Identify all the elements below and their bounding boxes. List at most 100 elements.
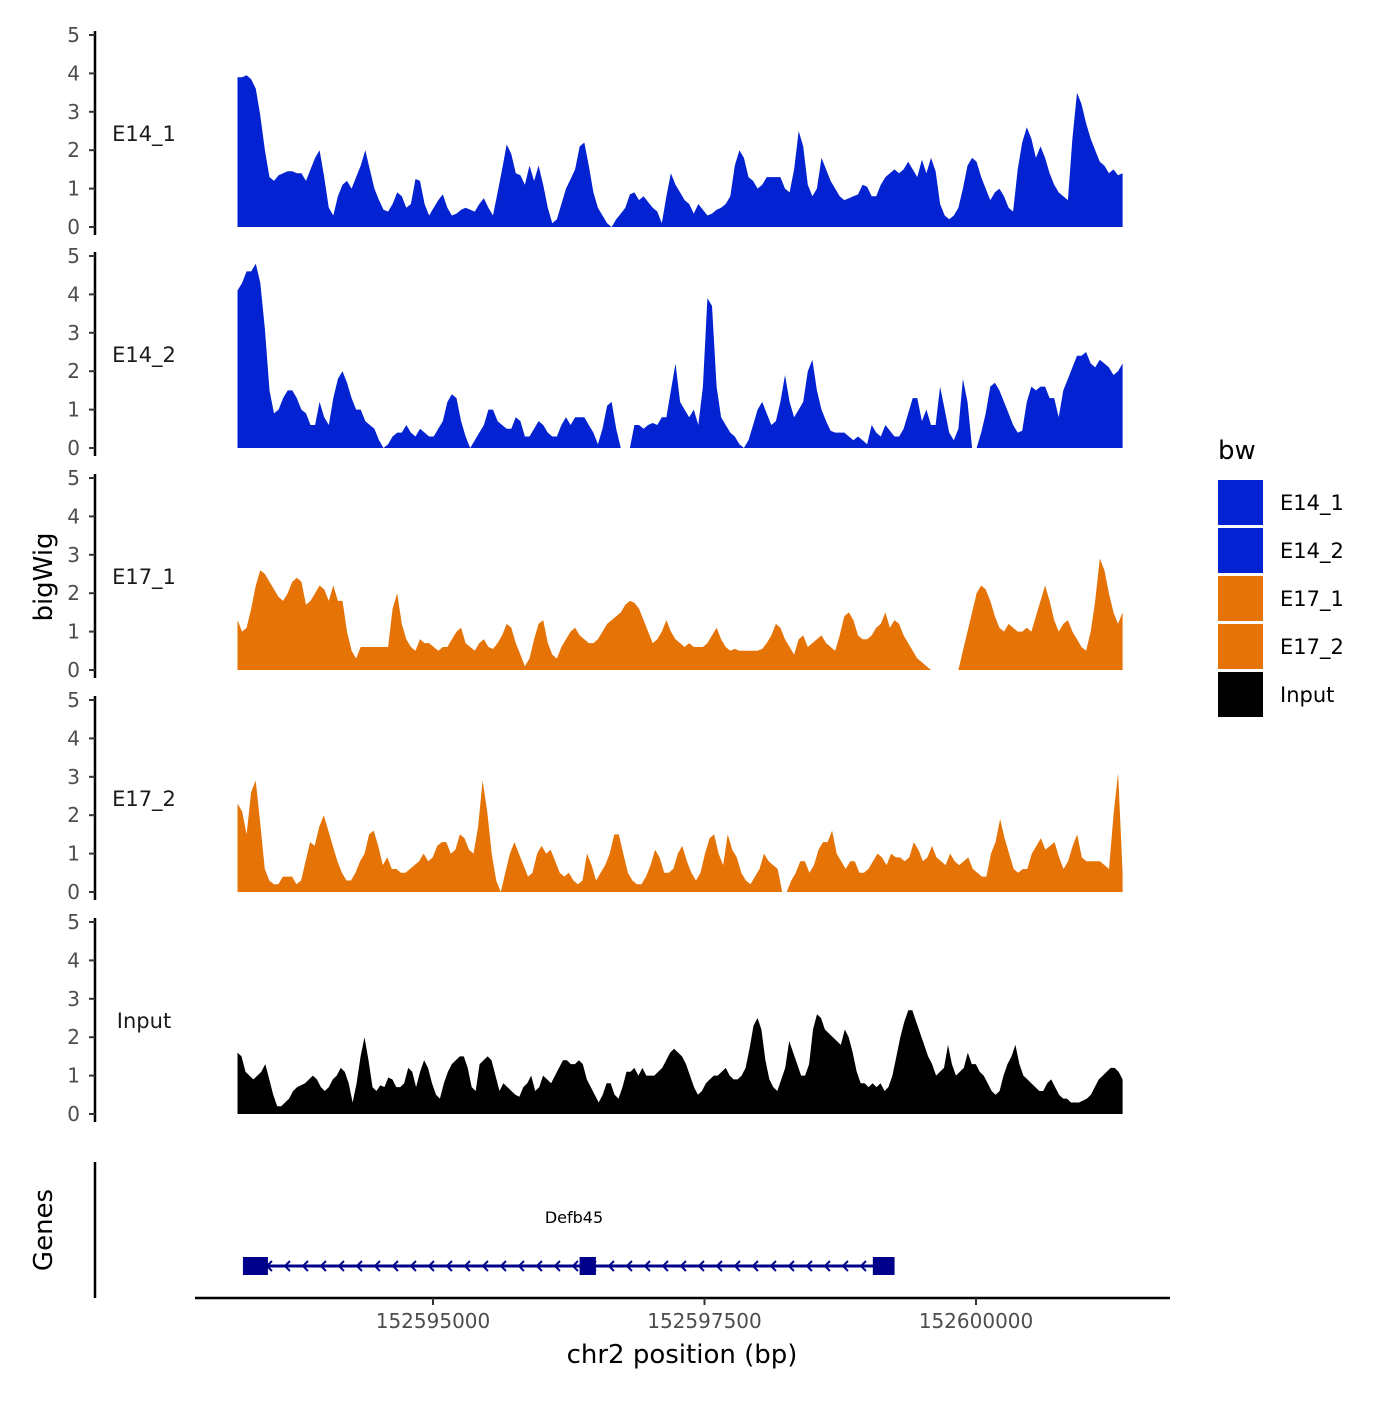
strand-arrow: [697, 1260, 705, 1272]
y-tick-label: 4: [67, 948, 80, 972]
strand-arrow: [823, 1260, 831, 1272]
y-tick-label: 0: [67, 215, 80, 239]
track-label: E17_1: [112, 565, 176, 590]
y-tick-label: 0: [67, 880, 80, 904]
strand-arrow: [733, 1260, 741, 1272]
strand-arrow: [859, 1260, 867, 1272]
strand-arrow: [463, 1260, 471, 1272]
x-tick-label: 152600000: [919, 1309, 1034, 1333]
track-label: E14_1: [112, 122, 176, 147]
y-tick-label: 3: [67, 765, 80, 789]
strand-arrow: [553, 1260, 561, 1272]
y-tick-label: 0: [67, 658, 80, 682]
tracks-layer: 0 1 2 3 4 5 E14_1 0 1 2 3 4 5 E14_2 0 1 2 3 4 5 E17_1 0 1 2 3 4 5 E…: [67, 23, 1123, 1126]
strand-arrow: [751, 1260, 759, 1272]
legend-items: E14_1 E14_2 E17_1 E17_2 Input: [1218, 480, 1344, 717]
x-tick-label: 152595000: [376, 1309, 491, 1333]
strand-arrow: [607, 1260, 615, 1272]
y-tick-label: 0: [67, 1102, 80, 1126]
y-tick-label: 5: [67, 466, 80, 490]
legend-item-E14_1: E14_1: [1218, 480, 1344, 525]
y-tick-label: 5: [67, 688, 80, 712]
y-tick-label: 2: [67, 359, 80, 383]
legend: bw E14_1 E14_2 E17_1 E17_2 Input: [1218, 436, 1344, 717]
track-E17_1: 0 1 2 3 4 5 E17_1: [67, 466, 1123, 682]
strand-arrow: [499, 1260, 507, 1272]
x-ticks-layer: 152595000 152597500 152600000: [376, 1298, 1034, 1333]
legend-label: E14_2: [1280, 539, 1344, 564]
track-E14_1: 0 1 2 3 4 5 E14_1: [67, 23, 1123, 239]
strand-arrow: [625, 1260, 633, 1272]
legend-label: Input: [1280, 683, 1334, 707]
legend-item-Input: Input: [1218, 672, 1334, 717]
gene-Defb45: Defb45: [242, 1208, 895, 1275]
legend-label: E17_1: [1280, 587, 1344, 612]
legend-swatch: [1218, 480, 1263, 525]
y-tick-label: 1: [67, 1064, 80, 1088]
track-E14_2: 0 1 2 3 4 5 E14_2: [67, 244, 1123, 460]
y-tick-label: 0: [67, 436, 80, 460]
strand-arrow: [571, 1260, 579, 1272]
strand-arrow: [841, 1260, 849, 1272]
y-tick-label: 2: [67, 803, 80, 827]
coverage-area-E17_1: [237, 558, 1123, 670]
strand-arrow: [643, 1260, 651, 1272]
x-axis: 152595000 152597500 152600000 chr2 positio…: [195, 1296, 1170, 1370]
track-label: E14_2: [112, 343, 176, 368]
strand-arrow: [409, 1260, 417, 1272]
track-Input: 0 1 2 3 4 5 Input: [67, 910, 1123, 1126]
strand-arrow: [481, 1260, 489, 1272]
strand-arrow: [679, 1260, 687, 1272]
strand-arrow: [661, 1260, 669, 1272]
legend-swatch: [1218, 624, 1263, 669]
y-tick-label: 3: [67, 987, 80, 1011]
strand-arrow: [535, 1260, 543, 1272]
genes-layer: Defb45: [242, 1208, 895, 1275]
y-tick-label: 5: [67, 910, 80, 934]
y-tick-label: 4: [67, 282, 80, 306]
y-tick-label: 1: [67, 177, 80, 201]
strand-arrow: [373, 1260, 381, 1272]
genes-panel: Genes Defb45: [29, 1162, 895, 1298]
strand-arrow: [769, 1260, 777, 1272]
y-tick-label: 3: [67, 100, 80, 124]
coverage-area-Input: [237, 1010, 1123, 1114]
legend-item-E17_1: E17_1: [1218, 576, 1344, 621]
strand-arrow: [355, 1260, 363, 1272]
strand-arrow: [787, 1260, 795, 1272]
y-tick-label: 4: [67, 504, 80, 528]
legend-swatch: [1218, 576, 1263, 621]
genes-panel-title: Genes: [29, 1189, 59, 1271]
legend-swatch: [1218, 528, 1263, 573]
track-label: E17_2: [112, 787, 176, 812]
legend-label: E17_2: [1280, 635, 1344, 660]
strand-arrow: [319, 1260, 327, 1272]
y-tick-label: 5: [67, 244, 80, 268]
y-tick-label: 2: [67, 581, 80, 605]
gene-exon: [872, 1257, 895, 1275]
coverage-area-E14_2: [237, 263, 1123, 448]
x-axis-title: chr2 position (bp): [567, 1340, 798, 1370]
strand-arrow: [445, 1260, 453, 1272]
strand-arrow: [391, 1260, 399, 1272]
y-tick-label: 4: [67, 61, 80, 85]
strand-arrow: [715, 1260, 723, 1272]
y-tick-label: 1: [67, 620, 80, 644]
legend-title: bw: [1218, 436, 1256, 466]
y-tick-label: 1: [67, 842, 80, 866]
track-E17_2: 0 1 2 3 4 5 E17_2: [67, 688, 1123, 904]
legend-item-E14_2: E14_2: [1218, 528, 1344, 573]
y-axis-title: bigWig: [29, 532, 59, 621]
strand-arrow: [337, 1260, 345, 1272]
coverage-area-E14_1: [237, 75, 1123, 227]
y-tick-label: 2: [67, 138, 80, 162]
legend-item-E17_2: E17_2: [1218, 624, 1344, 669]
coverage-area-E17_2: [237, 773, 1123, 892]
gene-exon: [579, 1257, 596, 1275]
strand-arrow: [517, 1260, 525, 1272]
strand-arrow: [427, 1260, 435, 1272]
gene-exon: [242, 1257, 268, 1275]
strand-arrow: [301, 1260, 309, 1272]
